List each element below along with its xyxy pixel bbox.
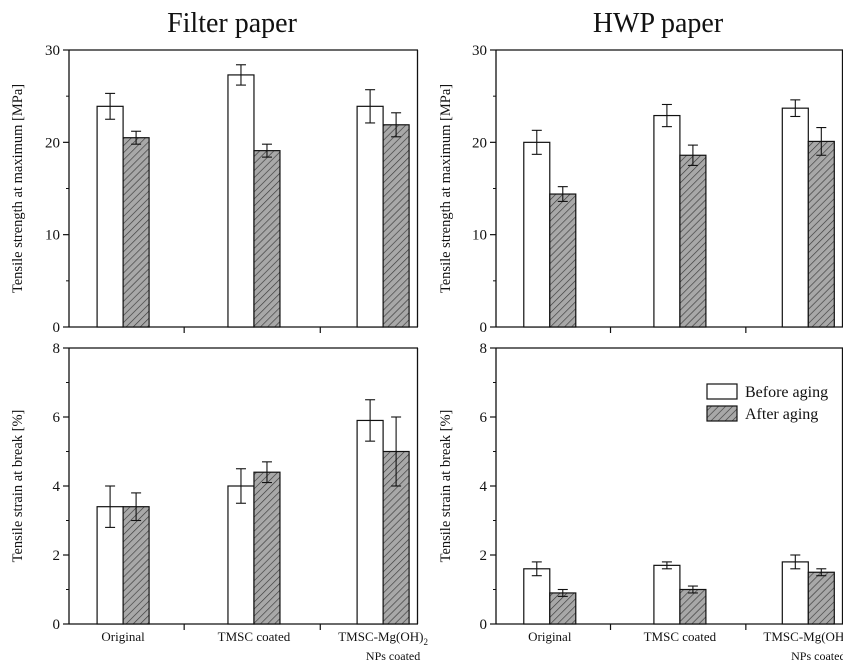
bar-before-aging: [356, 105, 384, 328]
right-panel-title: HWP paper: [593, 8, 724, 39]
y-tick-label: 20: [472, 135, 487, 151]
bar-after-aging: [549, 193, 577, 328]
bar-before-aging: [227, 74, 255, 328]
bar-before-aging: [227, 485, 255, 625]
y-tick-label: 6: [480, 410, 488, 426]
bar-after-aging: [382, 124, 410, 328]
y-tick-label: 0: [480, 617, 488, 633]
legend-label-before: Before aging: [745, 384, 828, 401]
legend-label-after: After aging: [745, 406, 818, 423]
y-tick-label: 4: [53, 479, 61, 495]
bar-before-aging: [653, 114, 681, 328]
y-tick-label: 8: [480, 341, 488, 357]
y-tick-label: 0: [480, 320, 488, 336]
bar-after-aging: [549, 592, 577, 625]
y-tick-label: 0: [53, 320, 61, 336]
y-tick-label: 30: [472, 43, 487, 59]
y-tick-label: 4: [480, 479, 488, 495]
x-category-label: Original: [528, 629, 572, 644]
x-category-label: TMSC coated: [218, 629, 291, 644]
y-axis-label: Tensile strain at break [%]: [10, 410, 26, 563]
bar-after-aging: [679, 588, 707, 625]
x-category-label: Original: [101, 629, 145, 644]
y-tick-label: 10: [472, 228, 487, 244]
x-category-label-line2: NPs coated: [366, 649, 420, 662]
x-category-label: TMSC coated: [644, 629, 717, 644]
y-tick-label: 2: [53, 548, 61, 564]
y-tick-label: 8: [53, 341, 61, 357]
y-tick-label: 20: [45, 135, 60, 151]
y-tick-label: 10: [45, 228, 60, 244]
bar-after-aging: [253, 150, 281, 328]
x-category-label: TMSC-Mg(OH)2: [763, 629, 843, 647]
x-category-label-line2: NPs coated: [791, 649, 843, 662]
y-axis-label: Tensile strain at break [%]: [438, 410, 454, 563]
bar-before-aging: [653, 564, 681, 625]
bar-after-aging: [679, 154, 707, 328]
legend-swatch-before: [706, 383, 738, 400]
bar-before-aging: [523, 141, 551, 328]
y-tick-label: 0: [53, 617, 61, 633]
y-axis-label: Tensile strength at maximum [MPa]: [10, 84, 26, 293]
legend-swatch-after: [706, 405, 738, 422]
bar-before-aging: [523, 568, 551, 625]
bar-before-aging: [96, 105, 124, 328]
bar-after-aging: [807, 140, 835, 328]
y-tick-label: 30: [45, 43, 60, 59]
bar-after-aging: [807, 571, 835, 625]
bar-before-aging: [356, 419, 384, 625]
y-tick-label: 2: [480, 548, 488, 564]
x-category-label: TMSC-Mg(OH)2: [338, 629, 428, 647]
left-panel-title: Filter paper: [167, 8, 298, 39]
y-tick-label: 6: [53, 410, 61, 426]
bar-before-aging: [781, 107, 809, 328]
bar-after-aging: [253, 471, 281, 625]
bar-after-aging: [122, 137, 150, 328]
y-axis-label: Tensile strength at maximum [MPa]: [438, 84, 454, 293]
bar-before-aging: [781, 561, 809, 625]
bar-after-aging: [122, 506, 150, 625]
